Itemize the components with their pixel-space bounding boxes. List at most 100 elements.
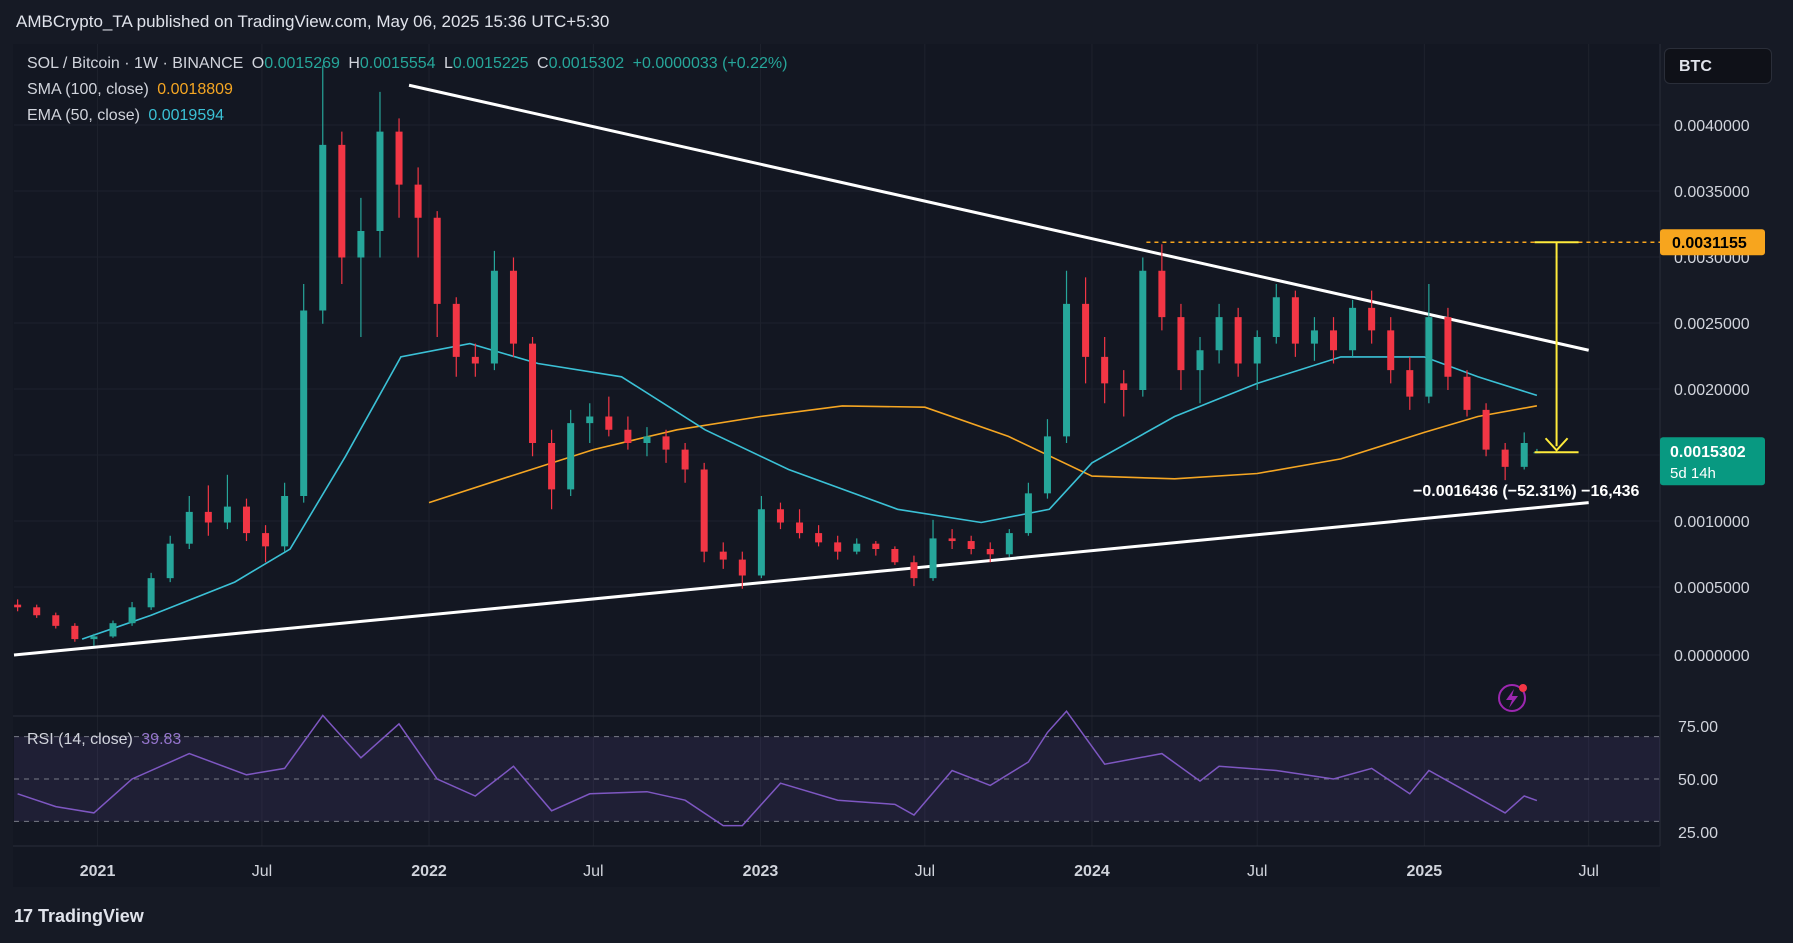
countdown-text: 5d 14h: [1670, 465, 1716, 482]
candle: [242, 498, 250, 542]
candle-body: [147, 578, 155, 608]
candle-body: [319, 144, 327, 311]
candle: [1291, 290, 1299, 357]
candle: [1482, 403, 1490, 457]
candle-body: [1520, 443, 1528, 467]
candle: [185, 496, 193, 549]
candle-body: [967, 541, 975, 549]
candle-body: [376, 131, 384, 231]
candle-body: [242, 506, 250, 534]
candle-body: [834, 542, 842, 552]
candle: [1158, 244, 1166, 331]
candle: [1253, 330, 1261, 390]
candle-body: [738, 559, 746, 576]
candle: [948, 529, 956, 549]
candle: [281, 482, 289, 552]
sma-legend[interactable]: SMA (100, close) 0.0018809: [27, 81, 233, 99]
candle-body: [33, 607, 41, 616]
alert-lightning-icon: [1498, 684, 1527, 712]
time-label: 2023: [743, 863, 779, 880]
candle: [128, 602, 136, 626]
candle: [14, 599, 22, 612]
candle: [529, 337, 537, 457]
candle-body: [433, 217, 441, 304]
time-label: 2021: [80, 863, 116, 880]
candle: [624, 416, 632, 450]
candle: [872, 541, 880, 556]
candle-body: [414, 184, 422, 218]
alert-dot: [1519, 684, 1527, 692]
candle-body: [910, 562, 918, 579]
candle-body: [1024, 493, 1032, 534]
candle-body: [1177, 317, 1185, 371]
candle: [643, 427, 651, 457]
candle-body: [1349, 307, 1357, 351]
rsi-value: 39.83: [141, 731, 182, 748]
measure-label: −0.0016436 (−52.31%) −16,436: [1413, 483, 1640, 500]
time-label: 2022: [411, 863, 447, 880]
candle: [509, 257, 517, 357]
candle: [414, 167, 422, 258]
candle-body: [52, 615, 60, 626]
chart-area[interactable]: [13, 44, 1660, 887]
current-price-text: 0.0015302: [1670, 444, 1746, 461]
currency-button[interactable]: BTC: [1664, 48, 1772, 84]
low-label: L: [444, 55, 453, 72]
time-label: Jul: [915, 863, 935, 880]
candle: [796, 509, 804, 539]
rsi-line: [17, 710, 1538, 827]
candle-body: [71, 625, 79, 640]
candle: [891, 546, 899, 565]
candle-body: [929, 538, 937, 579]
candle-body: [223, 506, 231, 523]
candle: [1082, 277, 1090, 384]
price-tick: 0.0020000: [1674, 382, 1750, 399]
candle-body: [662, 436, 670, 450]
trendline-upper: [408, 83, 1590, 352]
measure-arrow-head: [1544, 437, 1569, 452]
high-value: 0.0015554: [359, 55, 436, 72]
ema-legend[interactable]: EMA (50, close) 0.0019594: [27, 107, 224, 125]
candle-body: [1406, 370, 1414, 397]
alert-lightning-bolt: [1506, 689, 1518, 708]
candle: [1196, 337, 1204, 404]
candle: [929, 519, 937, 581]
price-tick: 0.0000000: [1674, 648, 1750, 665]
candle: [452, 297, 460, 377]
candle: [776, 502, 784, 530]
candle-body: [529, 343, 537, 443]
close-value: 0.0015302: [548, 55, 625, 72]
rsi-tick: 25.00: [1678, 825, 1718, 842]
candle-body: [1272, 297, 1280, 337]
candle: [1005, 529, 1013, 557]
candle-body: [490, 270, 498, 364]
candle-body: [338, 144, 346, 258]
candle-body: [1063, 303, 1071, 437]
tradingview-logo[interactable]: 17 TradingView: [14, 906, 144, 927]
candle: [1139, 257, 1147, 397]
time-label: Jul: [1578, 863, 1598, 880]
time-label: 2024: [1074, 863, 1110, 880]
time-label: Jul: [252, 863, 272, 880]
candle-body: [796, 522, 804, 534]
candle: [681, 443, 689, 483]
ema-line: [81, 342, 1538, 640]
candle: [1349, 299, 1357, 357]
candle: [700, 462, 708, 563]
candle-body: [681, 449, 689, 470]
candle-body: [262, 533, 270, 547]
candle: [319, 65, 327, 324]
candle: [262, 525, 270, 563]
rsi-legend[interactable]: RSI (14, close) 39.83: [27, 731, 181, 749]
candle: [548, 429, 556, 510]
candle: [395, 118, 403, 218]
candle-body: [757, 509, 765, 576]
rsi-label: RSI (14, close): [27, 731, 133, 748]
candle: [357, 197, 365, 337]
candle: [1520, 432, 1528, 470]
publish-info: AMBCrypto_TA published on TradingView.co…: [16, 12, 610, 31]
candle-body: [605, 416, 613, 430]
candle: [1387, 317, 1395, 384]
candle: [33, 604, 41, 618]
